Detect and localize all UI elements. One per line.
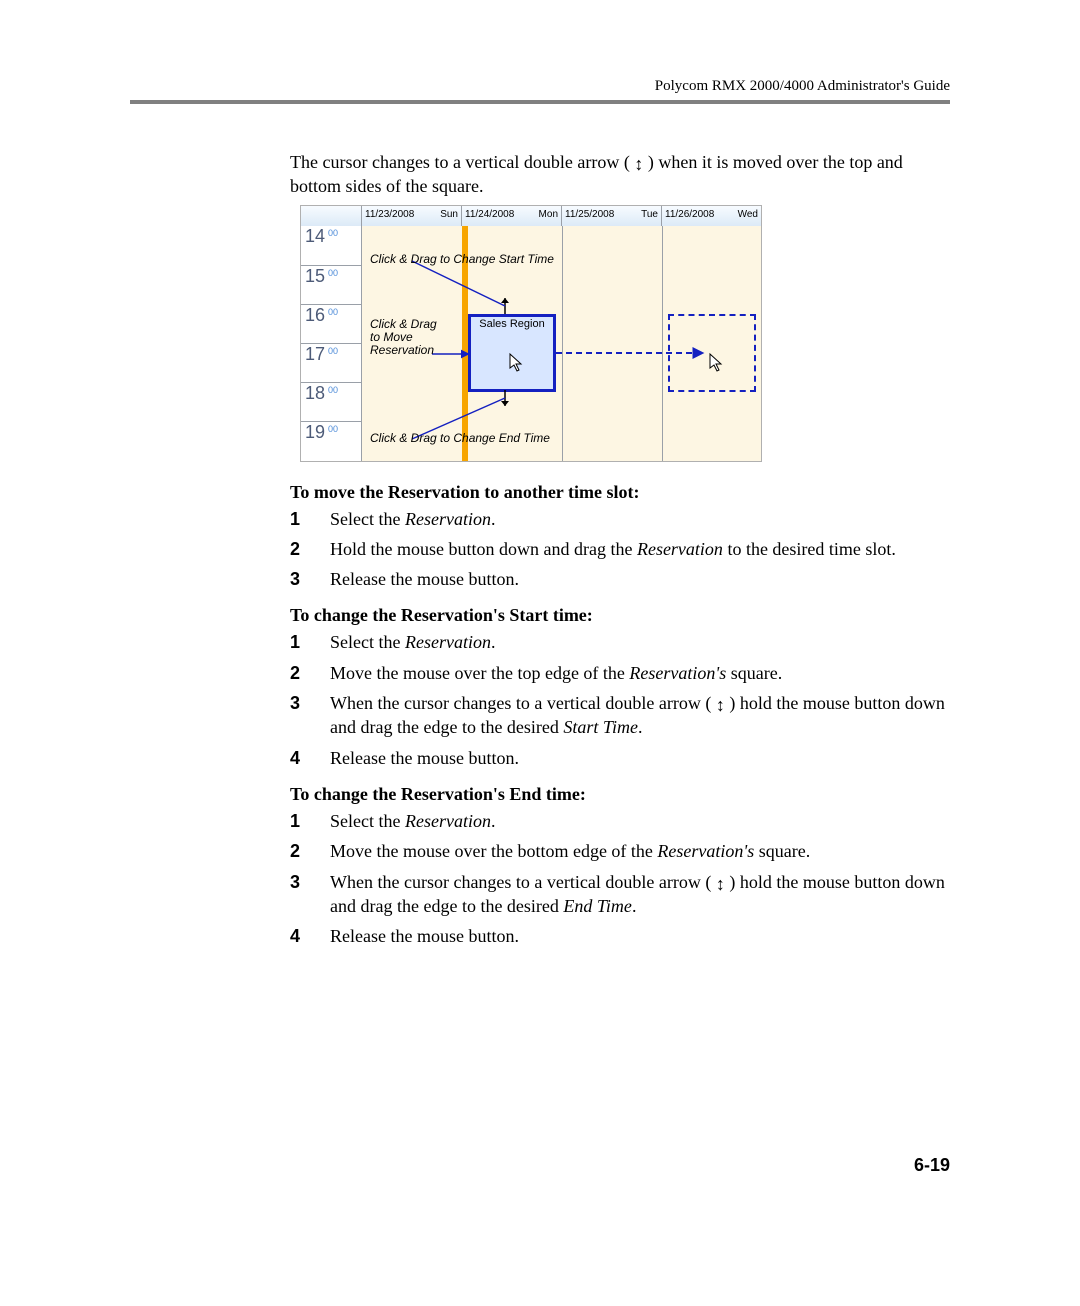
step-item: Select the Reservation. bbox=[290, 809, 950, 833]
step-text: Move the mouse over the bottom edge of t… bbox=[330, 841, 657, 861]
annot-end: Click & Drag to Change End Time bbox=[370, 431, 550, 445]
header-title: Polycom RMX 2000/4000 Administrator's Gu… bbox=[655, 78, 950, 95]
hour-row: 1800 bbox=[301, 382, 361, 421]
hour-minute: 00 bbox=[328, 346, 338, 356]
calendar-grid: Sales Region bbox=[362, 226, 761, 461]
day-date: 11/24/2008 bbox=[465, 209, 514, 226]
day-date: 11/23/2008 bbox=[365, 209, 414, 226]
step-text: When the cursor changes to a vertical do… bbox=[330, 693, 716, 713]
calendar-header: 11/23/2008 Sun 11/24/2008 Mon 11/25/2008… bbox=[301, 206, 761, 227]
hour-row: 1600 bbox=[301, 304, 361, 343]
day-dow: Sun bbox=[440, 209, 458, 226]
hour-label: 17 bbox=[305, 344, 325, 365]
annot-move: Click & Drag to Move Reservation bbox=[370, 318, 437, 358]
step-text: . bbox=[491, 509, 496, 529]
calendar-figure: 11/23/2008 Sun 11/24/2008 Mon 11/25/2008… bbox=[300, 205, 762, 462]
section-heading: To change the Reservation's End time: bbox=[290, 784, 950, 805]
page-number: 6-19 bbox=[914, 1155, 950, 1176]
day-col-2: 11/25/2008 Tue bbox=[562, 206, 662, 226]
hour-label: 16 bbox=[305, 305, 325, 326]
step-text: Select the bbox=[330, 509, 405, 529]
section-heading: To change the Reservation's Start time: bbox=[290, 605, 950, 626]
steps-list: Select the Reservation. Move the mouse ov… bbox=[290, 809, 950, 948]
step-item: When the cursor changes to a vertical do… bbox=[290, 870, 950, 919]
sections-container: To move the Reservation to another time … bbox=[290, 482, 950, 949]
hour-minute: 00 bbox=[328, 268, 338, 278]
italic-term: Reservation's bbox=[657, 841, 754, 861]
double-arrow-icon: ↕ bbox=[716, 872, 725, 896]
hours-column: 1400 1500 1600 1700 1800 1900 bbox=[301, 226, 362, 461]
page: Polycom RMX 2000/4000 Administrator's Gu… bbox=[0, 0, 1080, 1306]
italic-term: Reservation bbox=[405, 811, 491, 831]
intro-text-a: The cursor changes to a vertical double … bbox=[290, 152, 634, 172]
steps-list: Select the Reservation. Hold the mouse bu… bbox=[290, 507, 950, 592]
day-col-3: 11/26/2008 Wed bbox=[662, 206, 761, 226]
step-text: Select the bbox=[330, 632, 405, 652]
step-text: Hold the mouse button down and drag the bbox=[330, 539, 637, 559]
step-text: square. bbox=[754, 841, 810, 861]
step-text: to the desired time slot. bbox=[723, 539, 896, 559]
steps-list: Select the Reservation. Move the mouse ov… bbox=[290, 630, 950, 769]
step-text: Select the bbox=[330, 811, 405, 831]
day-dow: Mon bbox=[539, 209, 558, 226]
step-item: Move the mouse over the bottom edge of t… bbox=[290, 839, 950, 863]
day-col-1: 11/24/2008 Mon bbox=[462, 206, 562, 226]
hour-minute: 00 bbox=[328, 385, 338, 395]
step-text: When the cursor changes to a vertical do… bbox=[330, 872, 716, 892]
hour-row: 1900 bbox=[301, 421, 361, 460]
step-text: Move the mouse over the top edge of the bbox=[330, 663, 629, 683]
annot-move-c: Reservation bbox=[370, 344, 437, 357]
step-text: . bbox=[491, 632, 496, 652]
day-col-0: 11/23/2008 Sun bbox=[362, 206, 462, 226]
step-item: Select the Reservation. bbox=[290, 507, 950, 531]
hour-label: 18 bbox=[305, 383, 325, 404]
day-date: 11/26/2008 bbox=[665, 209, 714, 226]
intro-paragraph: The cursor changes to a vertical double … bbox=[290, 150, 950, 199]
hour-label: 14 bbox=[305, 226, 325, 247]
step-item: Release the mouse button. bbox=[290, 924, 950, 948]
italic-term: End Time bbox=[563, 896, 632, 916]
hour-label: 19 bbox=[305, 422, 325, 443]
hour-minute: 00 bbox=[328, 424, 338, 434]
italic-term: Reservation bbox=[405, 509, 491, 529]
header-timecol bbox=[301, 206, 362, 226]
step-text: . bbox=[491, 811, 496, 831]
section-heading: To move the Reservation to another time … bbox=[290, 482, 950, 503]
step-item: Move the mouse over the top edge of the … bbox=[290, 661, 950, 685]
day-date: 11/25/2008 bbox=[565, 209, 614, 226]
content: The cursor changes to a vertical double … bbox=[290, 150, 950, 954]
step-item: Select the Reservation. bbox=[290, 630, 950, 654]
step-item: Release the mouse button. bbox=[290, 746, 950, 770]
step-item: Release the mouse button. bbox=[290, 567, 950, 591]
annot-move-b: to Move bbox=[370, 331, 437, 344]
header-rule bbox=[130, 100, 950, 104]
hour-minute: 00 bbox=[328, 307, 338, 317]
hour-minute: 00 bbox=[328, 228, 338, 238]
hour-label: 15 bbox=[305, 266, 325, 287]
step-text: square. bbox=[726, 663, 782, 683]
italic-term: Reservation bbox=[405, 632, 491, 652]
italic-term: Reservation's bbox=[629, 663, 726, 683]
step-text: Release the mouse button. bbox=[330, 748, 519, 768]
day-dow: Wed bbox=[738, 209, 758, 226]
step-text: Release the mouse button. bbox=[330, 569, 519, 589]
day-dow: Tue bbox=[641, 209, 658, 226]
double-arrow-icon: ↕ bbox=[716, 693, 725, 717]
step-text: . bbox=[638, 717, 643, 737]
italic-term: Reservation bbox=[637, 539, 723, 559]
step-text: . bbox=[632, 896, 637, 916]
hour-row: 1700 bbox=[301, 343, 361, 382]
italic-term: Start Time bbox=[563, 717, 638, 737]
calendar-body: 1400 1500 1600 1700 1800 1900 bbox=[301, 226, 761, 461]
step-item: Hold the mouse button down and drag the … bbox=[290, 537, 950, 561]
step-item: When the cursor changes to a vertical do… bbox=[290, 691, 950, 740]
double-arrow-icon: ↕ bbox=[634, 152, 643, 176]
annot-move-a: Click & Drag bbox=[370, 318, 437, 331]
step-text: Release the mouse button. bbox=[330, 926, 519, 946]
annot-start: Click & Drag to Change Start Time bbox=[370, 252, 554, 266]
hour-row: 1400 bbox=[301, 226, 361, 265]
hour-row: 1500 bbox=[301, 265, 361, 304]
